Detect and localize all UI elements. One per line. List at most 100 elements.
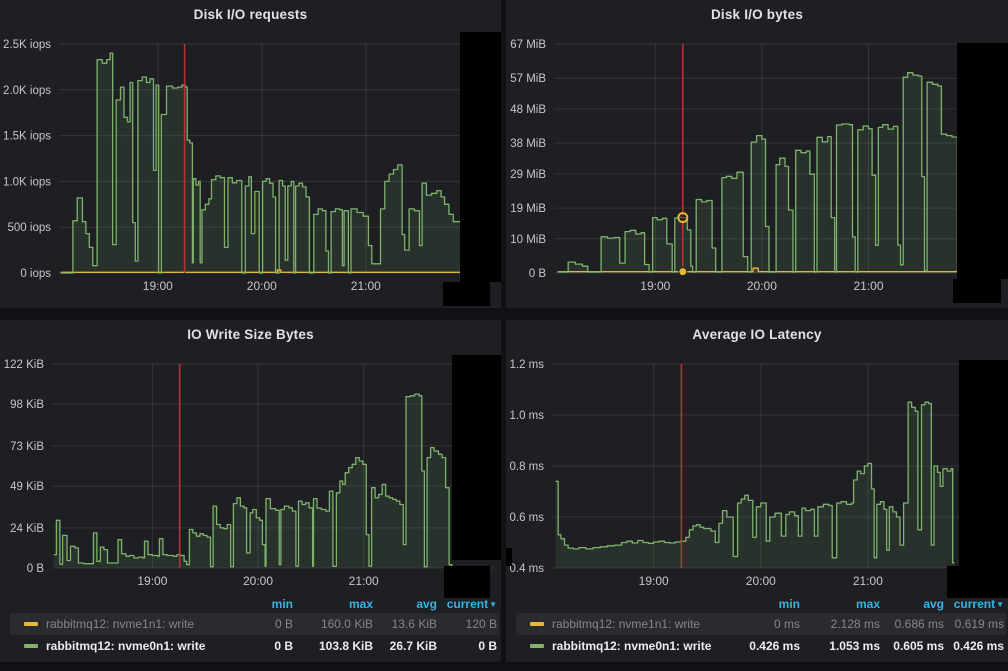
sort-desc-icon: ▼ [996,599,1004,609]
y-axis-tick-label: 1.0K iops [3,176,51,188]
series-swatch-orange[interactable] [24,622,38,626]
x-axis-tick-label: 19:00 [639,574,669,588]
y-axis-tick-label: 1.5K iops [3,131,51,143]
x-axis-tick-label: 20:00 [746,574,776,588]
legend-col-current[interactable]: current▼ [953,596,1004,611]
y-axis-tick-label: 73 KiB [10,441,44,453]
y-axis-tick-label: 1.0 ms [509,410,544,422]
legend-col-max[interactable]: max [855,596,880,611]
series-line-nvme0n1-write [60,52,464,274]
legend-col-avg[interactable]: avg [923,596,944,611]
legend-max-value: 2.128 ms [830,617,880,631]
x-axis-tick-label: 19:00 [143,279,173,293]
y-axis-tick-label: 0.4 ms [509,563,544,575]
legend-avg-value: 26.7 KiB [389,639,437,653]
legend-min-value: 0.426 ms [749,639,800,653]
legend-max-value: 103.8 KiB [318,639,373,653]
x-axis-tick-label: 21:00 [349,574,379,588]
x-axis-tick-label: 21:00 [351,279,381,293]
series-name[interactable]: rabbitmq12: nvme1n1: write [552,617,701,631]
redaction-box [959,360,1008,572]
y-axis-tick-label: 67 MiB [510,39,546,51]
y-axis-tick-label: 0.8 ms [509,461,544,473]
legend-row-nvme1n1: rabbitmq12: nvme1n1: write 0 B 160.0 KiB… [10,613,499,635]
timeseries-chart-disk-io-requests[interactable]: 0 iops 500 iops 1.0K iops 1.5K iops 2.0K iop… [0,0,501,308]
series-area-nvme0n1-write [555,402,955,568]
y-axis-tick-label: 57 MiB [510,73,546,85]
redaction-box [957,43,1008,279]
panel-title[interactable]: IO Write Size Bytes [187,327,314,342]
x-axis-tick-label: 20:00 [247,279,277,293]
legend-avg-value: 0.686 ms [894,617,944,631]
legend-current-value: 120 B [465,617,497,631]
timeseries-chart-io-latency[interactable]: 0.4 ms 0.6 ms 0.8 ms 1.0 ms 1.2 ms 19:00 20:00… [506,320,1008,662]
timeseries-chart-disk-io-bytes[interactable]: 0 B 10 MiB 19 MiB 29 MiB 38 MiB 48 MiB 57 MiB 6… [506,0,1008,308]
legend-header-row: min max avg current▼ [10,594,499,613]
legend-current-value: 0 B [478,639,497,653]
legend-row-nvme0n1: rabbitmq12: nvme0n1: write 0.426 ms 1.05… [516,635,1006,657]
legend-row-nvme0n1: rabbitmq12: nvme0n1: write 0 B 103.8 KiB… [10,635,499,657]
legend-max-value: 160.0 KiB [320,617,373,631]
redaction-box [953,279,1001,303]
legend-col-avg[interactable]: avg [416,596,437,611]
series-area-nvme0n1-write [53,394,452,568]
y-axis-tick-label: 2.5K iops [3,39,51,51]
y-axis-tick-label: 1.2 ms [509,359,544,371]
series-swatch-green[interactable] [530,644,544,648]
y-axis-tick-label: 24 KiB [10,523,44,535]
legend-col-current[interactable]: current▼ [446,596,497,611]
panel-disk-io-bytes: Disk I/O bytes 0 B 10 MiB 19 MiB 29 MiB 38 M… [506,0,1008,308]
legend-table: min max avg current▼ rabbitmq12: nvme1n1… [516,594,1006,657]
legend-col-min[interactable]: min [778,596,800,611]
panel-average-io-latency: Average IO Latency 0.4 ms 0.6 ms 0.8 ms 1.0… [506,320,1008,662]
y-axis-tick-label: 48 MiB [510,104,546,116]
redaction-box [452,355,501,560]
y-axis-tick-label: 0 iops [20,268,51,280]
series-name[interactable]: rabbitmq12: nvme0n1: write [46,639,206,653]
x-axis-tick-label: 20:00 [243,574,273,588]
redaction-box [947,566,1008,598]
timeseries-chart-io-write-size[interactable]: 0 B 24 KiB 49 KiB 73 KiB 98 KiB 122 KiB 19:00 2… [0,320,501,662]
y-axis-tick-label: 0.6 ms [509,512,544,524]
y-axis-tick-label: 38 MiB [510,138,546,150]
y-axis-tick-label: 29 MiB [510,169,546,181]
legend-current-value: 0.426 ms [953,639,1004,653]
redaction-box [443,282,490,306]
series-swatch-orange[interactable] [530,622,544,626]
series-swatch-green[interactable] [24,644,38,648]
legend-avg-value: 13.6 KiB [391,617,437,631]
x-axis-tick-label: 19:00 [640,279,670,293]
x-axis-tick-label: 21:00 [853,574,883,588]
legend-col-min[interactable]: min [271,596,293,611]
series-name[interactable]: rabbitmq12: nvme1n1: write [46,617,195,631]
series-area-nvme0n1-write [60,53,463,274]
x-axis-tick-label: 20:00 [747,279,777,293]
legend-header-row: min max avg current▼ [516,594,1006,613]
series-line-nvme0n1-write [53,393,453,568]
panel-title[interactable]: Disk I/O requests [193,7,308,22]
legend-min-value: 0 B [274,639,293,653]
legend-table: min max avg current▼ rabbitmq12: nvme1n1… [10,594,499,657]
y-axis-tick-label: 122 KiB [4,359,45,371]
series-area-nvme0n1-write [557,72,958,273]
y-axis-tick-label: 19 MiB [510,203,546,215]
legend-col-max[interactable]: max [348,596,373,611]
legend-avg-value: 0.605 ms [893,639,944,653]
redaction-box [506,548,512,566]
y-axis-tick-label: 0 B [27,563,45,575]
series-name[interactable]: rabbitmq12: nvme0n1: write [552,639,712,653]
redaction-box [444,566,490,598]
y-axis-tick-label: 49 KiB [10,481,44,493]
series-line-nvme0n1-write [555,401,955,564]
sort-desc-icon: ▼ [489,599,497,609]
legend-current-value: 0.619 ms [954,617,1004,631]
legend-min-value: 0 ms [773,617,800,631]
hover-point-ring [677,212,689,224]
panel-title[interactable]: Disk I/O bytes [710,7,804,22]
panel-title[interactable]: Average IO Latency [692,327,822,342]
y-axis-tick-label: 98 KiB [10,399,44,411]
hover-point-dot [678,267,688,277]
x-axis-tick-label: 21:00 [853,279,883,293]
legend-row-nvme1n1: rabbitmq12: nvme1n1: write 0 ms 2.128 ms… [516,613,1006,635]
